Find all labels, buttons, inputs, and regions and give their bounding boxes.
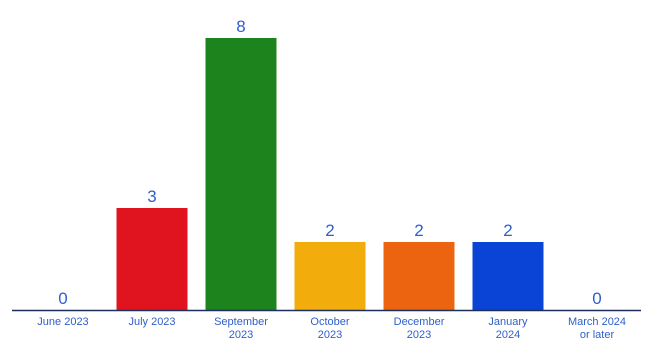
data-label-0: 0 xyxy=(58,289,67,308)
x-tick-label-5: January 2024 xyxy=(488,316,528,341)
x-tick-label-1: July 2023 xyxy=(128,316,175,328)
data-label-6: 0 xyxy=(592,289,601,308)
bar-2 xyxy=(205,38,277,310)
x-tick-label-line: 2023 xyxy=(407,329,431,341)
data-label-3: 2 xyxy=(325,221,334,240)
x-tick-label-3: October 2023 xyxy=(310,316,349,341)
data-label-4: 2 xyxy=(414,221,423,240)
data-label-2: 8 xyxy=(236,17,245,36)
x-tick-label-line: September xyxy=(214,316,268,328)
bar-5 xyxy=(472,242,544,310)
x-tick-label-line: December xyxy=(394,316,445,328)
bar-4 xyxy=(383,242,455,310)
x-tick-label-line: 2023 xyxy=(229,329,253,341)
bar-1 xyxy=(116,208,188,310)
data-label-1: 3 xyxy=(147,187,156,206)
x-tick-label-0: June 2023 xyxy=(37,316,88,328)
x-tick-label-line: October xyxy=(310,316,349,328)
x-tick-label-4: December 2023 xyxy=(394,316,445,341)
x-tick-label-line: 2024 xyxy=(496,329,520,341)
x-tick-label-line: January xyxy=(488,316,528,328)
x-tick-label-2: September 2023 xyxy=(214,316,268,341)
x-tick-label-line: or later xyxy=(580,329,615,341)
x-tick-label-line: 2023 xyxy=(318,329,342,341)
bar-3 xyxy=(294,242,366,310)
x-tick-label-line: June 2023 xyxy=(37,316,88,328)
x-tick-label-6: March 2024 or later xyxy=(568,316,626,341)
x-tick-label-line: March 2024 xyxy=(568,316,626,328)
x-tick-label-line: July 2023 xyxy=(128,316,175,328)
data-label-5: 2 xyxy=(503,221,512,240)
